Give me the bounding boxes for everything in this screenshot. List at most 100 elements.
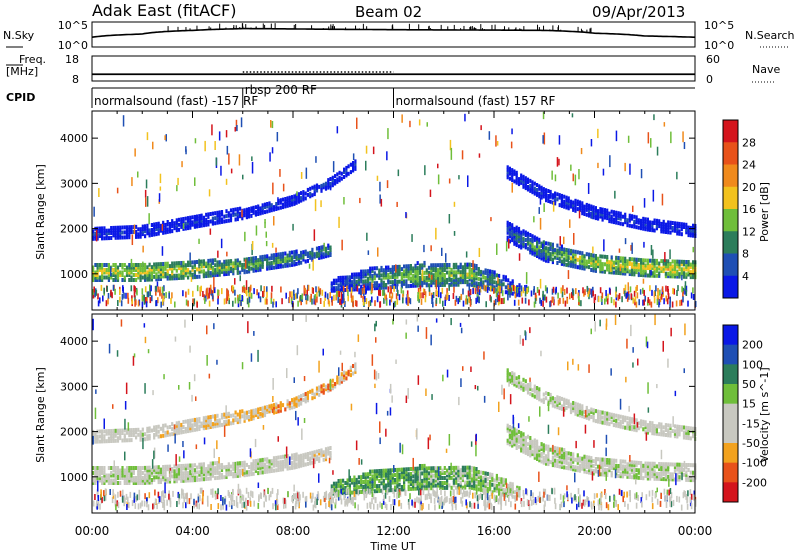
power-cell [205, 217, 208, 222]
power-cell [257, 263, 260, 268]
power-cell [419, 285, 422, 292]
power-cell [391, 275, 394, 280]
power-cell [414, 281, 417, 286]
power-cell [231, 285, 233, 292]
power-cell [141, 232, 144, 237]
power-cell [266, 202, 269, 206]
power-cell [438, 286, 440, 298]
power-cell [583, 266, 586, 271]
velocity-cell [128, 478, 131, 483]
power-cell [340, 171, 343, 176]
power-cell [324, 291, 327, 298]
velocity-cell [259, 406, 262, 411]
velocity-cell [125, 468, 129, 473]
power-cell [207, 212, 210, 217]
power-cell [345, 170, 348, 175]
power-cell [628, 293, 630, 300]
power-cell [353, 275, 356, 279]
power-cell [669, 296, 671, 303]
power-cell [352, 163, 355, 168]
power-cell [454, 299, 457, 306]
power-cell [547, 254, 550, 259]
power-cell [436, 290, 439, 297]
power-cell [300, 196, 303, 201]
power-cell [486, 283, 489, 288]
power-cell [569, 263, 573, 268]
velocity-cell [389, 480, 392, 485]
velocity-cell [96, 468, 99, 473]
velocity-cell [164, 464, 167, 469]
power-cell [552, 286, 555, 293]
power-cell [610, 265, 613, 270]
power-cell [430, 265, 433, 270]
velocity-cell [268, 406, 271, 411]
velocity-cell [416, 476, 419, 481]
power-cell [551, 242, 554, 247]
power-cell [202, 218, 205, 223]
power-cell [414, 276, 417, 281]
velocity-cell [281, 454, 285, 459]
power-cell [216, 210, 219, 215]
power-cell [464, 280, 467, 285]
velocity-cell [157, 467, 160, 472]
velocity-cell [484, 486, 487, 491]
power-cell [621, 268, 625, 273]
velocity-cell [346, 478, 349, 483]
velocity-cell [177, 430, 181, 435]
velocity-cell [239, 419, 242, 424]
power-cell [617, 258, 620, 263]
power-cell [569, 202, 573, 207]
velocity-cell [482, 480, 485, 485]
power-cell [107, 268, 110, 272]
velocity-cell [403, 467, 406, 472]
colorbar-tick-label: 4 [742, 270, 749, 283]
power-cell [165, 134, 167, 142]
velocity-cell [257, 458, 260, 463]
power-cell [354, 164, 357, 169]
power-cell [252, 268, 255, 273]
power-cell [626, 291, 628, 298]
power-cell [664, 266, 667, 271]
velocity-cell [250, 464, 253, 469]
power-cell [655, 268, 658, 273]
power-cell [227, 211, 230, 216]
power-cell [394, 277, 397, 282]
power-cell [484, 270, 487, 275]
power-cell [394, 280, 397, 284]
velocity-cell [279, 408, 282, 413]
power-cell [538, 250, 541, 255]
velocity-cell [302, 398, 305, 402]
power-cell [678, 274, 681, 279]
velocity-cell [340, 379, 343, 384]
power-cell [250, 266, 253, 271]
velocity-cell [279, 460, 282, 465]
velocity-cell [343, 373, 346, 377]
velocity-cell [173, 464, 176, 469]
power-cell [349, 170, 352, 175]
power-cell [522, 229, 525, 234]
power-cell [405, 271, 408, 276]
power-cell [549, 242, 552, 247]
power-cell [98, 229, 101, 233]
power-cell [475, 281, 478, 286]
power-cell [518, 288, 520, 294]
power-cell [663, 122, 666, 127]
velocity-cell [184, 476, 187, 481]
power-cell [676, 262, 679, 267]
velocity-cell [107, 473, 110, 478]
velocity-cell [236, 412, 239, 417]
power-cell [486, 278, 489, 283]
velocity-cell [432, 468, 435, 473]
power-cell [491, 279, 494, 284]
power-cell [632, 297, 635, 304]
power-cell [592, 205, 595, 210]
power-cell [617, 266, 620, 270]
power-cell [540, 190, 543, 195]
velocity-cell [508, 439, 511, 444]
power-cell [624, 261, 627, 266]
power-cell [546, 287, 548, 294]
power-cell [148, 228, 151, 233]
power-cell [123, 278, 126, 282]
power-cell [470, 263, 474, 267]
power-cell [207, 273, 210, 278]
